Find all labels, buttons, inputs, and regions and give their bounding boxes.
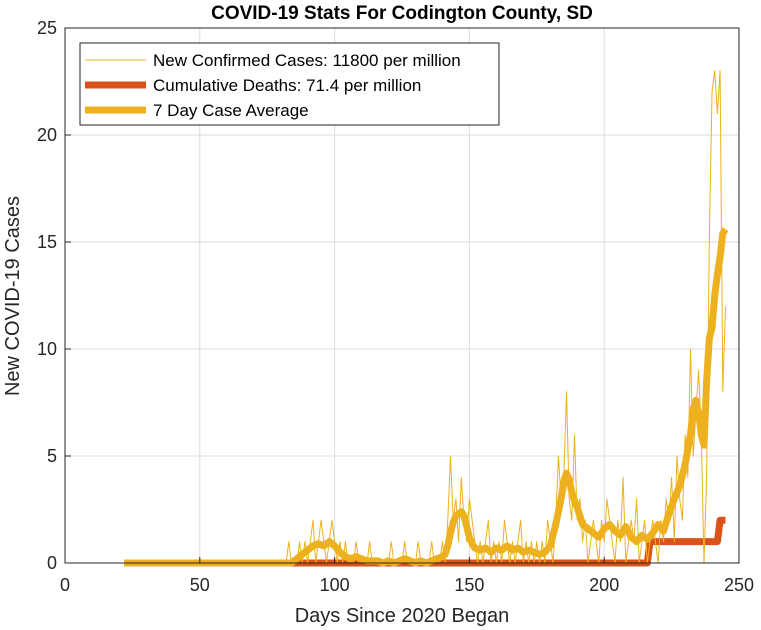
y-tick-label: 0: [47, 553, 57, 573]
legend: New Confirmed Cases: 11800 per million Cu…: [79, 42, 500, 126]
x-tick-label: 100: [320, 575, 350, 595]
seven-day-average-line: [124, 227, 729, 567]
y-axis-label: New COVID-19 Cases: [2, 196, 24, 396]
y-tick-label: 20: [37, 125, 57, 145]
x-tick-label: 0: [60, 575, 70, 595]
y-tick-label: 25: [37, 18, 57, 38]
legend-box: [79, 42, 500, 126]
legend-entry-average: 7 Day Case Average: [153, 101, 309, 120]
y-tick-label: 10: [37, 339, 57, 359]
x-tick-label: 50: [190, 575, 210, 595]
y-tick-label: 5: [47, 446, 57, 466]
x-axis-label: Days Since 2020 Began: [295, 605, 510, 627]
x-tick-label: 250: [724, 575, 754, 595]
chart-title: COVID-19 Stats For Codington County, SD: [211, 3, 593, 24]
ticks: 0 50 100 150 200 250 0 5 10 15 20 25: [37, 18, 754, 595]
legend-entry-deaths: Cumulative Deaths: 71.4 per million: [153, 76, 421, 95]
x-tick-label: 150: [454, 575, 484, 595]
legend-entry-new-cases: New Confirmed Cases: 11800 per million: [153, 51, 461, 70]
x-tick-label: 200: [589, 575, 619, 595]
y-tick-label: 15: [37, 232, 57, 252]
plot-border: [64, 27, 740, 564]
